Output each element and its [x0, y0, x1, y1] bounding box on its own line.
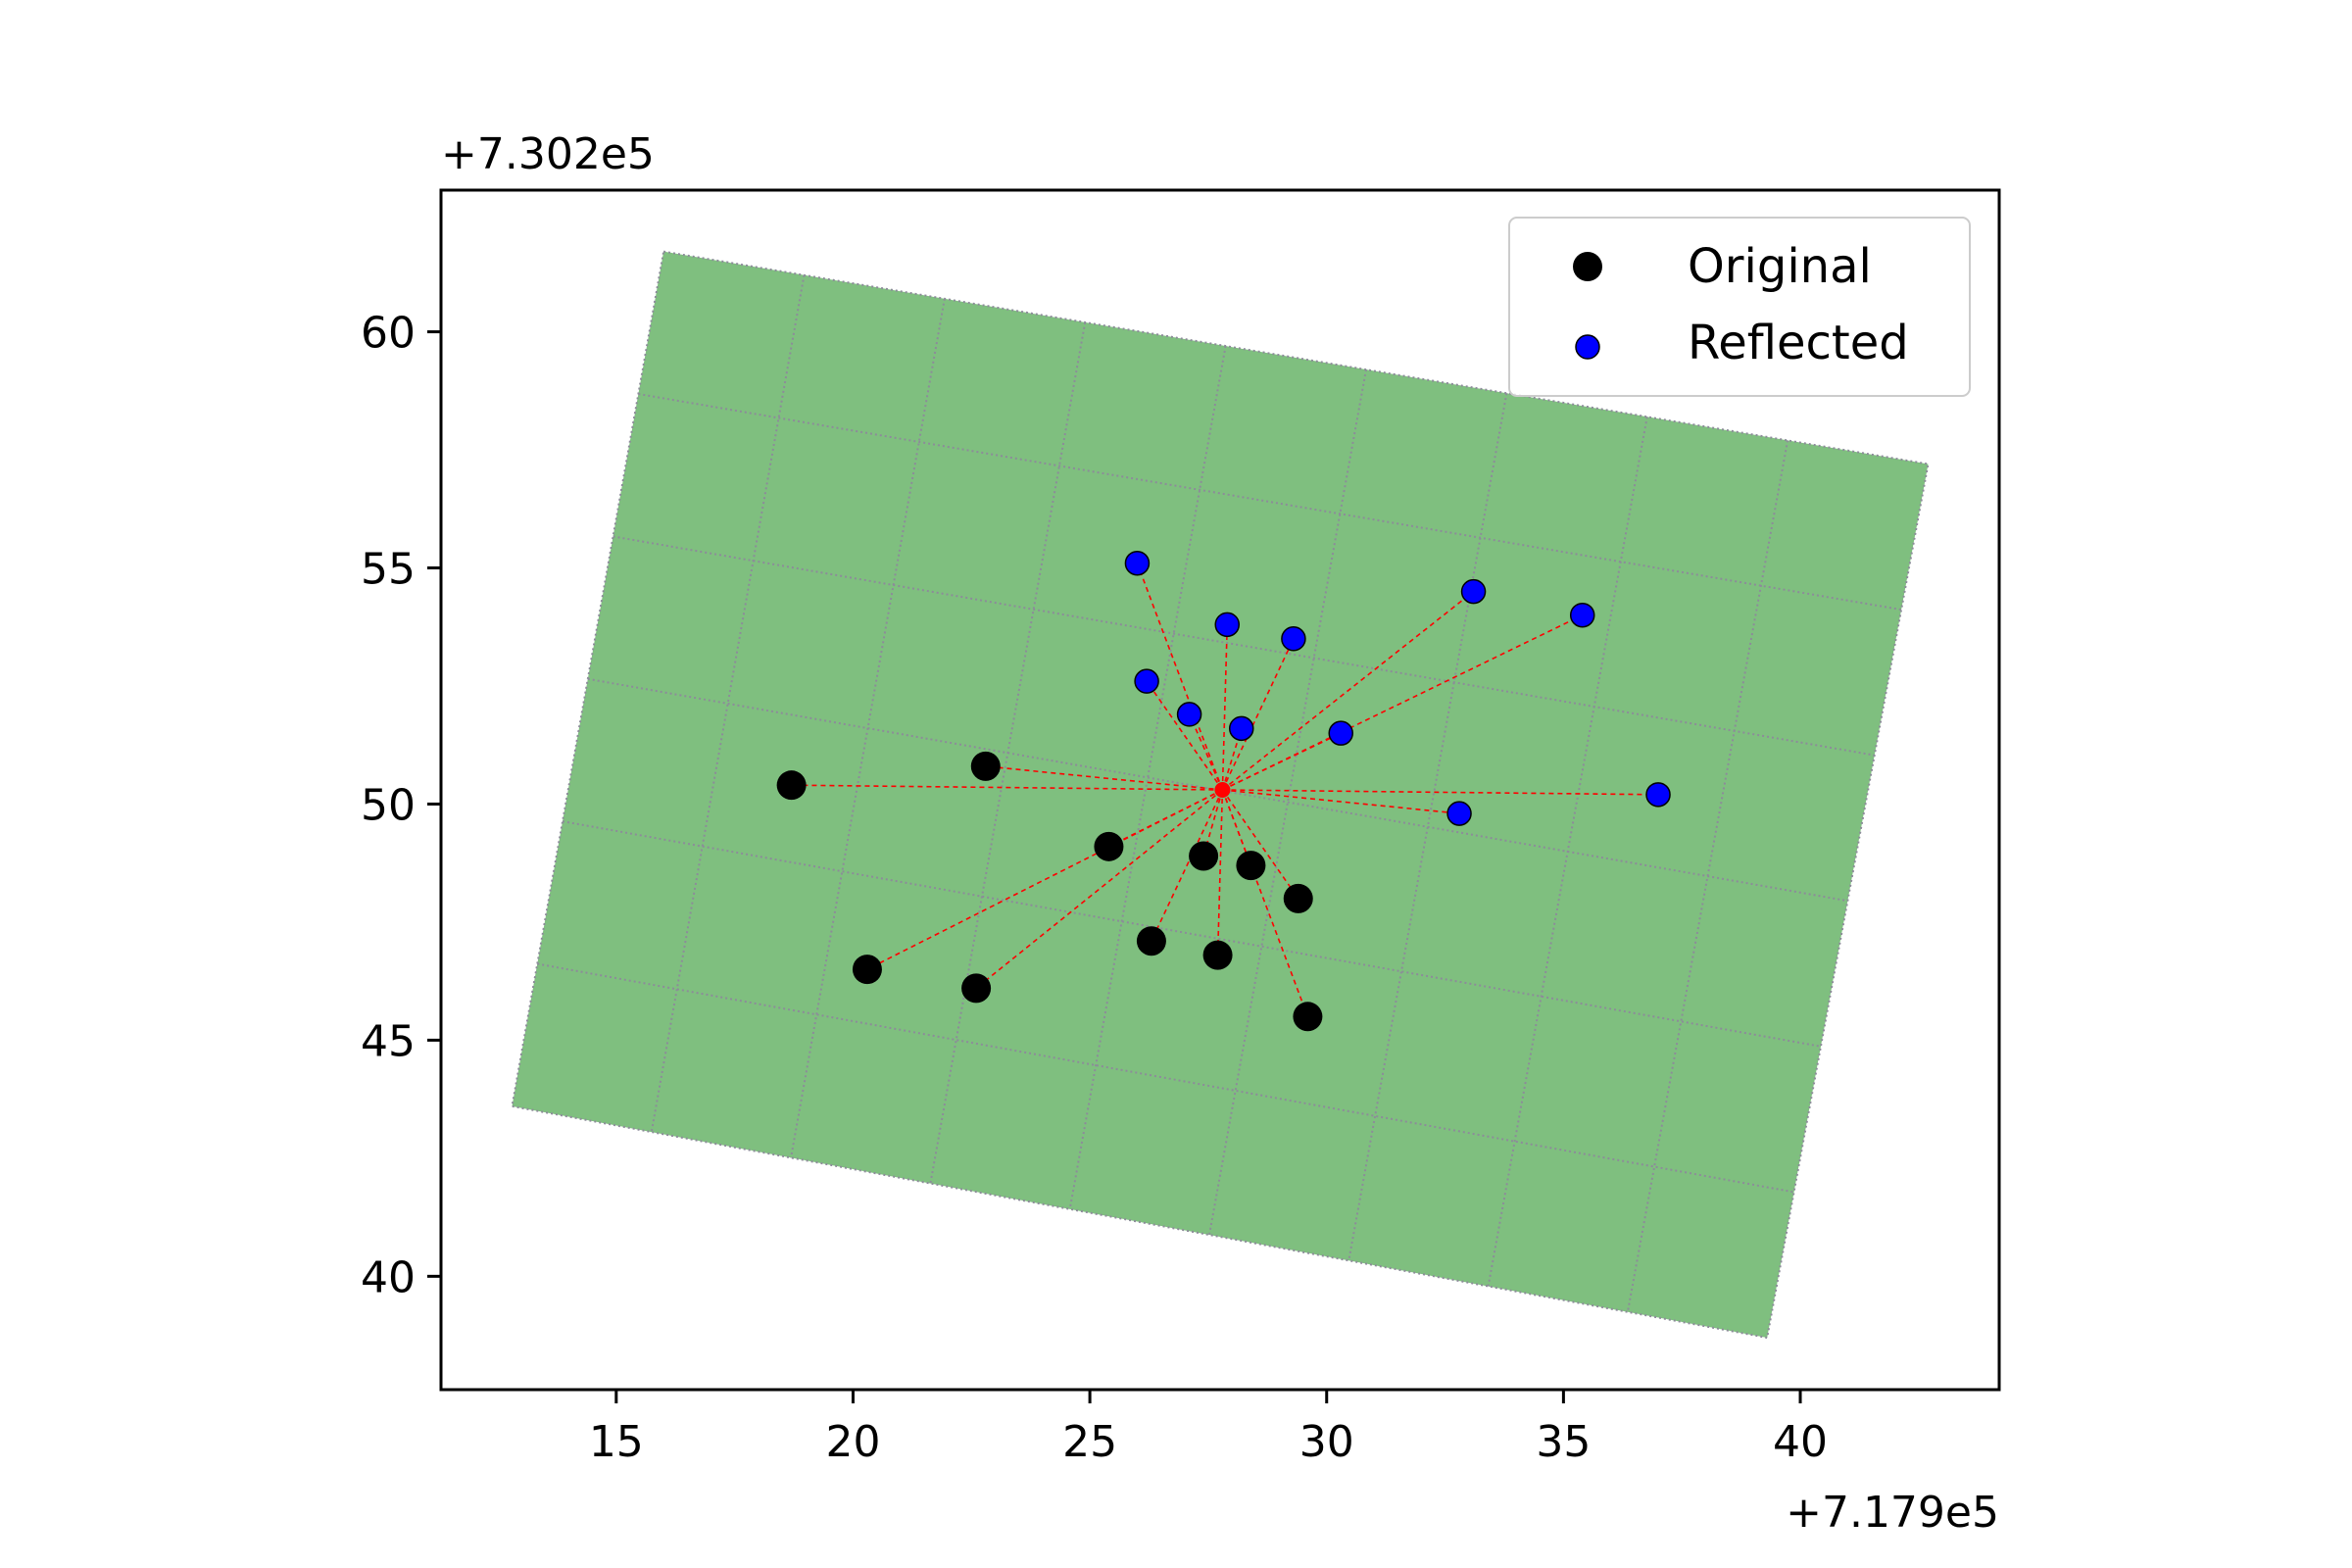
connector-line — [1221, 624, 1229, 791]
plot-frame — [439, 188, 2001, 1392]
legend-marker-original — [1573, 252, 1602, 281]
grid-area-line — [537, 962, 1794, 1194]
connector-line — [791, 784, 1223, 791]
reflected-point — [1645, 782, 1671, 808]
original-point — [1236, 851, 1266, 881]
x-tick-label: 15 — [589, 1417, 644, 1467]
original-point — [852, 955, 882, 985]
connector-line — [1221, 638, 1295, 791]
reflected-point — [1134, 668, 1159, 694]
reflected-point — [1176, 702, 1202, 727]
legend: Original Reflected — [1508, 217, 1971, 397]
reflected-point — [1460, 578, 1487, 605]
y-tick-label: 55 — [361, 545, 416, 595]
y-tick-label: 40 — [361, 1252, 416, 1302]
original-point — [1094, 831, 1124, 861]
connector-line — [1216, 789, 1224, 956]
y-offset-label: +7.302e5 — [441, 129, 655, 179]
reflected-point — [1569, 602, 1595, 628]
grid-area-line — [650, 274, 806, 1133]
original-point — [1283, 883, 1313, 913]
axis-ticks: 15 20 25 30 35 40 40 45 50 55 60 — [361, 309, 1828, 1467]
original-point — [1189, 841, 1219, 871]
x-tick-label: 20 — [825, 1417, 880, 1467]
connector-line — [1222, 789, 1460, 814]
reflected-point — [1281, 626, 1306, 652]
reflected-point — [1124, 550, 1151, 576]
y-tick-label: 45 — [361, 1016, 416, 1066]
connector-lines — [791, 563, 1659, 1017]
legend-label-reflected: Reflected — [1688, 316, 1909, 370]
x-tick-label: 35 — [1536, 1417, 1591, 1467]
legend-box — [1508, 217, 1971, 397]
connector-line — [1146, 680, 1224, 791]
grid-area-line — [562, 820, 1822, 1048]
connector-line — [1222, 789, 1659, 796]
original-point — [970, 751, 1001, 781]
original-point — [961, 973, 992, 1004]
original-point — [1293, 1002, 1323, 1032]
connector-line — [1221, 789, 1299, 900]
legend-marker-reflected — [1575, 334, 1600, 360]
reflected-point — [1446, 801, 1472, 826]
x-tick-label: 40 — [1773, 1417, 1828, 1467]
connector-line — [985, 765, 1223, 791]
grid-area-line — [1068, 345, 1227, 1209]
connector-line — [866, 789, 1223, 970]
grid-area-line — [1626, 440, 1789, 1312]
data-points — [776, 550, 1671, 1032]
x-tick-label: 25 — [1062, 1417, 1117, 1467]
center-point — [1214, 782, 1231, 798]
reflected-point — [1328, 720, 1353, 746]
original-point — [1202, 940, 1233, 970]
legend-label-original: Original — [1688, 239, 1872, 294]
connector-line — [1222, 732, 1342, 791]
connector-line — [1221, 590, 1475, 791]
reflected-point — [1214, 612, 1240, 638]
original-point — [776, 770, 807, 801]
original-point — [1136, 926, 1166, 956]
connector-line — [1151, 789, 1224, 942]
reflected-point — [1228, 715, 1254, 742]
x-offset-label: +7.179e5 — [1786, 1488, 1999, 1538]
y-tick-label: 50 — [361, 780, 416, 830]
x-tick-label: 30 — [1299, 1417, 1354, 1467]
y-tick-label: 60 — [361, 309, 416, 359]
